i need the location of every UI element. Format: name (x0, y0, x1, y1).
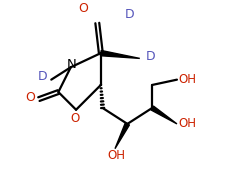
Text: D: D (145, 50, 155, 63)
Polygon shape (150, 106, 176, 124)
Text: O: O (70, 112, 79, 125)
Polygon shape (100, 50, 139, 58)
Text: D: D (38, 70, 47, 83)
Text: OH: OH (107, 149, 125, 162)
Text: O: O (78, 2, 88, 15)
Text: N: N (66, 58, 76, 71)
Text: D: D (124, 8, 133, 21)
Text: O: O (25, 91, 35, 104)
Polygon shape (114, 123, 129, 149)
Text: OH: OH (178, 73, 196, 86)
Text: OH: OH (178, 117, 196, 130)
